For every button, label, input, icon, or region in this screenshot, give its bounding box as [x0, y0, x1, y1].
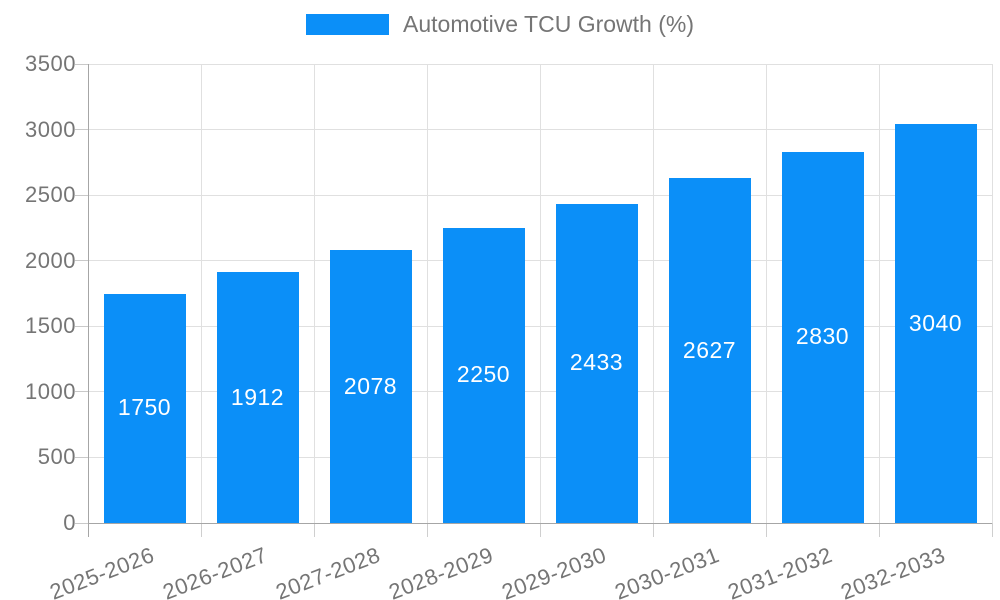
- gridline-vertical: [765, 64, 767, 523]
- x-axis-line: [88, 522, 992, 524]
- legend: Automotive TCU Growth (%): [0, 0, 1000, 48]
- x-axis-tick-label: 2026-2027: [159, 542, 271, 600]
- bar-value-label: 1750: [117, 394, 172, 421]
- bar[interactable]: 1750: [103, 293, 186, 523]
- y-tick-mark: [75, 63, 88, 65]
- y-axis-tick-label: 3000: [25, 116, 76, 142]
- x-tick-mark: [426, 523, 428, 537]
- gridline-vertical: [539, 64, 541, 523]
- bar[interactable]: 2830: [781, 151, 864, 523]
- y-axis-tick-label: 2000: [25, 247, 76, 273]
- y-tick-mark: [75, 194, 88, 196]
- x-tick-mark: [878, 523, 880, 537]
- bar-value-label: 1912: [230, 383, 285, 410]
- x-axis-tick-label: 2028-2029: [385, 542, 497, 600]
- x-tick-mark: [991, 523, 993, 537]
- bar-value-label: 2250: [456, 361, 511, 388]
- gridline-vertical: [878, 64, 880, 523]
- y-tick-mark: [75, 522, 88, 524]
- bar[interactable]: 2078: [329, 250, 412, 523]
- x-tick-mark: [200, 523, 202, 537]
- x-axis-tick-label: 2032-2033: [837, 542, 949, 600]
- legend-swatch-icon: [306, 13, 389, 35]
- bar[interactable]: 1912: [216, 272, 299, 523]
- y-axis-tick-label: 2500: [25, 182, 76, 208]
- y-tick-mark: [75, 129, 88, 131]
- x-axis-tick-label: 2027-2028: [272, 542, 384, 600]
- legend-label: Automotive TCU Growth (%): [403, 10, 694, 37]
- legend-item[interactable]: Automotive TCU Growth (%): [306, 11, 694, 38]
- x-axis-tick-label: 2031-2032: [724, 542, 836, 600]
- x-tick-mark: [652, 523, 654, 537]
- y-tick-mark: [75, 325, 88, 327]
- bar-value-label: 2078: [343, 372, 398, 399]
- x-axis-tick-label: 2030-2031: [611, 542, 723, 600]
- y-axis-tick-label: 0: [63, 510, 76, 535]
- bar-value-label: 2433: [569, 349, 624, 376]
- y-axis-line: [87, 64, 89, 537]
- y-tick-mark: [75, 456, 88, 458]
- x-tick-mark: [313, 523, 315, 537]
- gridline-vertical: [991, 64, 993, 523]
- y-axis-tick-label: 1500: [25, 313, 76, 339]
- x-axis-tick-label: 2025-2026: [46, 542, 158, 600]
- gridline-vertical: [313, 64, 315, 523]
- y-tick-mark: [75, 391, 88, 393]
- bar[interactable]: 2250: [442, 227, 525, 523]
- y-axis-tick-label: 3500: [25, 51, 76, 76]
- gridline-vertical: [652, 64, 654, 523]
- bar[interactable]: 2627: [668, 178, 751, 523]
- gridline-vertical: [200, 64, 202, 523]
- bar-value-label: 2830: [795, 323, 850, 350]
- bar[interactable]: 3040: [894, 124, 977, 523]
- y-tick-mark: [75, 260, 88, 262]
- x-axis-tick-label: 2029-2030: [498, 542, 610, 600]
- bar-value-label: 2627: [682, 336, 737, 363]
- x-tick-mark: [765, 523, 767, 537]
- y-axis-tick-label: 1000: [25, 378, 76, 404]
- x-tick-mark: [539, 523, 541, 537]
- y-axis-tick-label: 500: [37, 444, 76, 470]
- bar[interactable]: 2433: [555, 203, 638, 523]
- bar-value-label: 3040: [908, 309, 963, 336]
- gridline-vertical: [426, 64, 428, 523]
